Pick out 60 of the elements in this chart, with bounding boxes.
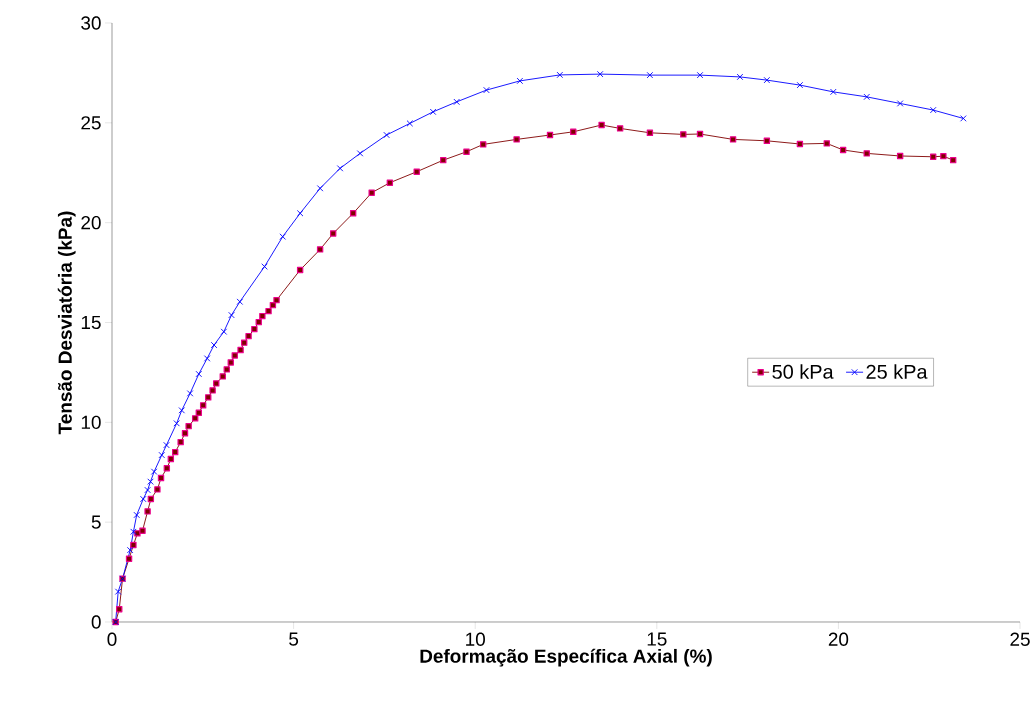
legend-label: 50 kPa	[772, 364, 834, 379]
point	[126, 546, 134, 554]
point	[596, 70, 604, 78]
point	[960, 115, 967, 122]
point	[646, 71, 654, 79]
point	[186, 390, 194, 397]
y-axis-title: Tensão Desviatória (kPa)	[57, 211, 76, 435]
point	[203, 355, 211, 362]
point	[178, 407, 186, 414]
x-tick-label: 15	[647, 632, 667, 646]
point	[220, 328, 228, 335]
point	[163, 441, 170, 449]
point	[356, 150, 364, 157]
point	[516, 77, 524, 85]
point	[210, 341, 218, 349]
point	[556, 71, 564, 79]
point	[150, 468, 158, 475]
point	[279, 233, 286, 240]
point	[863, 93, 871, 101]
point	[696, 71, 704, 79]
y-tick-label: 25	[81, 116, 101, 130]
x-tick-label: 10	[466, 632, 485, 646]
point	[453, 98, 460, 106]
y-tick-label: 0	[91, 615, 101, 629]
point	[114, 588, 122, 595]
point	[406, 120, 414, 127]
point	[896, 100, 904, 107]
point	[483, 86, 490, 94]
point	[195, 370, 203, 378]
point	[228, 311, 235, 319]
point	[316, 185, 324, 192]
point	[796, 81, 804, 89]
y-tick-label: 30	[81, 16, 101, 30]
point	[383, 131, 390, 139]
point	[336, 165, 344, 172]
y-tick-label: 15	[81, 315, 101, 330]
x-axis-title: Deformação Específica Axial (%)	[420, 648, 712, 667]
point	[830, 88, 837, 96]
point	[144, 486, 151, 494]
point	[130, 528, 137, 536]
point	[261, 263, 268, 270]
y-tick-label: 5	[91, 515, 101, 529]
point	[158, 451, 166, 459]
x-tick-label: 20	[828, 632, 849, 646]
point	[929, 106, 937, 114]
legend-label: 25 kPa	[866, 364, 928, 379]
x-tick-label: 25	[1010, 632, 1030, 646]
y-tick-label: 10	[81, 415, 101, 430]
point	[139, 495, 147, 503]
y-tick-label: 20	[81, 215, 101, 230]
point	[763, 76, 771, 84]
point	[133, 511, 140, 519]
point	[173, 420, 180, 427]
point	[736, 73, 744, 81]
point	[147, 478, 154, 485]
point	[296, 210, 304, 217]
point	[236, 298, 244, 306]
x-tick-label: 0	[107, 632, 117, 646]
point	[429, 108, 437, 116]
x-tick-label: 5	[289, 632, 299, 646]
